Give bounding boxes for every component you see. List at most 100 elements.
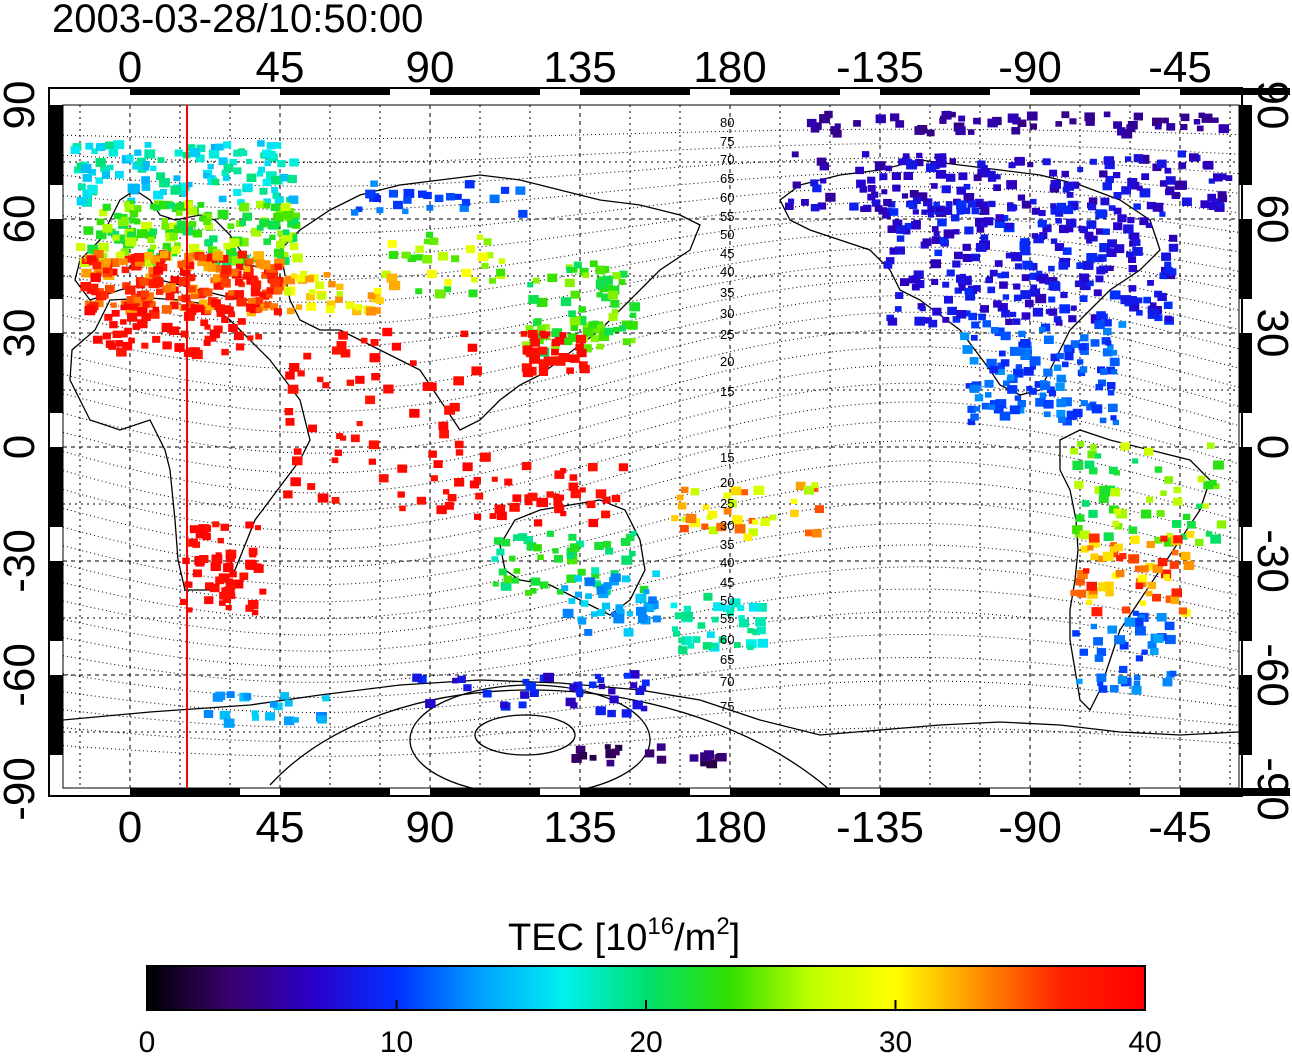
tec-patch <box>1005 318 1013 326</box>
tec-patch <box>461 268 472 277</box>
tec-patch <box>1186 530 1195 538</box>
tec-patch <box>1016 406 1025 414</box>
tec-patch <box>1105 589 1114 597</box>
tec-patch <box>901 193 909 199</box>
tec-patch <box>585 593 592 600</box>
tec-patch <box>637 614 648 624</box>
tec-patch <box>257 140 265 147</box>
tec-patch <box>1013 294 1022 302</box>
tec-patch <box>524 498 533 506</box>
contour-label: 60 <box>720 190 734 205</box>
tec-patch <box>273 286 283 295</box>
tec-patch <box>239 572 249 580</box>
tec-patch <box>1156 510 1165 517</box>
tec-patch <box>285 418 295 426</box>
tec-patch <box>1088 587 1098 595</box>
tec-patch <box>473 476 481 484</box>
tec-patch <box>1110 542 1117 548</box>
tec-patch <box>963 193 975 203</box>
tec-patch <box>1079 273 1090 283</box>
tec-patch <box>525 325 534 332</box>
contour-labels: 8075706560555045403530252015152025303540… <box>720 115 734 714</box>
tec-patch <box>1080 347 1089 355</box>
tec-patch <box>1026 111 1038 121</box>
tec-patch <box>546 491 554 498</box>
tec-patch <box>1102 182 1112 191</box>
tec-patch <box>914 316 925 326</box>
tec-patch <box>723 604 732 613</box>
tec-patch <box>885 165 893 172</box>
tec-patch <box>116 347 127 357</box>
tec-patch <box>338 331 348 340</box>
tec-patch <box>962 253 973 262</box>
tec-patch <box>102 165 111 172</box>
tec-patch <box>1109 357 1120 367</box>
tec-patch <box>573 261 582 269</box>
tec-patch <box>1123 224 1134 234</box>
tec-patch <box>552 493 560 500</box>
tec-patch <box>967 405 976 413</box>
tec-patch <box>1139 600 1147 606</box>
tec-patch <box>70 146 80 154</box>
tec-patch <box>266 264 277 273</box>
tec-patch <box>1024 299 1034 308</box>
tec-patch <box>255 333 262 340</box>
tec-patch <box>283 288 292 295</box>
tec-patch <box>1038 210 1046 217</box>
tec-patch <box>1160 569 1172 579</box>
tec-patch <box>130 304 138 311</box>
tec-patch <box>248 547 258 556</box>
tec-patch <box>403 188 415 198</box>
tec-patch <box>587 463 598 472</box>
tec-patch <box>598 683 606 690</box>
tec-patch <box>152 204 161 211</box>
tec-patch <box>1099 417 1107 424</box>
tec-patch <box>537 497 549 508</box>
tec-patch <box>874 205 883 212</box>
tick-bar <box>280 788 390 796</box>
tec-patch <box>1136 310 1143 316</box>
tec-patch <box>1048 280 1060 291</box>
tec-patch <box>1152 202 1164 212</box>
tec-patch <box>1100 368 1108 375</box>
tec-patch <box>1012 318 1021 325</box>
tec-patch <box>1113 470 1120 476</box>
tec-patch <box>351 209 359 216</box>
tec-patch <box>1121 129 1133 139</box>
tec-patch <box>1097 680 1104 686</box>
tec-patch <box>729 598 741 608</box>
tec-patch <box>917 125 928 134</box>
tec-patch <box>1063 205 1074 215</box>
tec-patch <box>481 262 489 269</box>
tec-patch <box>671 515 679 522</box>
tec-patch <box>1095 228 1104 235</box>
tec-patch <box>401 251 410 259</box>
tec-patch <box>963 183 971 190</box>
tec-patch <box>652 615 661 623</box>
tec-patch <box>1109 466 1118 475</box>
tec-patch <box>971 321 980 329</box>
tec-patch <box>336 341 347 350</box>
right-tick-label: -60 <box>1248 643 1292 707</box>
tec-patch <box>911 283 920 291</box>
tec-patch <box>229 571 237 578</box>
tec-patch <box>90 273 101 282</box>
tec-patch <box>956 200 967 210</box>
contour-label: 30 <box>720 306 734 321</box>
tec-patch <box>591 611 598 617</box>
tec-patch <box>1143 296 1151 304</box>
tec-patch <box>511 577 519 584</box>
tec-patch <box>946 269 955 277</box>
tec-patch <box>245 559 256 569</box>
tec-patch <box>221 348 229 356</box>
tec-patch <box>898 158 906 166</box>
tec-patch <box>264 301 272 309</box>
tec-patch <box>322 382 330 389</box>
tec-patch <box>336 433 344 440</box>
tec-patch <box>904 222 912 229</box>
tec-patch <box>284 275 296 285</box>
tec-patch <box>1156 159 1167 168</box>
tec-patch <box>1095 275 1104 283</box>
tec-patch <box>1182 513 1191 520</box>
tec-patch <box>265 712 275 721</box>
